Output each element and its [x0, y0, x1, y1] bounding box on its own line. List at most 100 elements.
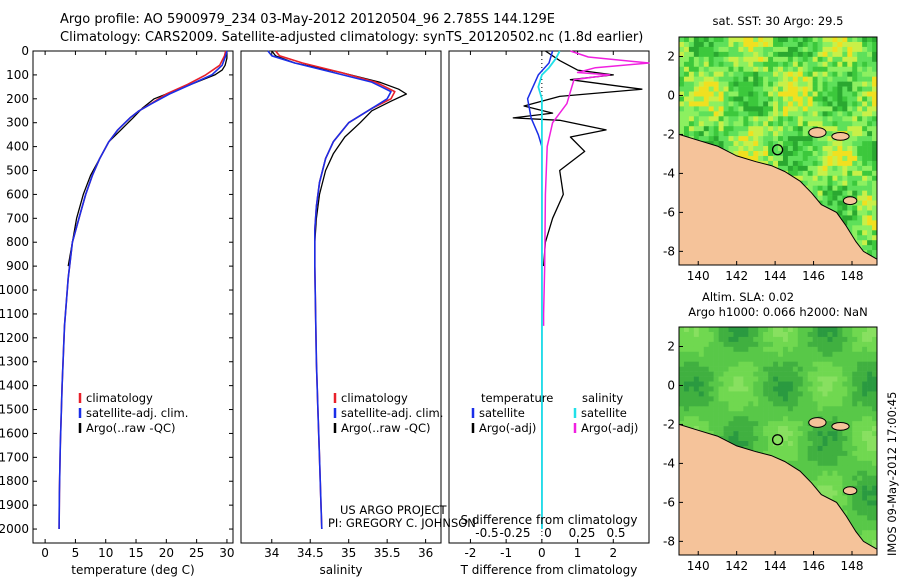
map-cell [812, 386, 818, 392]
map-cell [698, 331, 705, 338]
map-cell [683, 361, 690, 367]
map-cell [713, 351, 719, 358]
map-cell [768, 96, 774, 102]
map-cell [842, 445, 848, 452]
map-cell [683, 327, 690, 333]
map-cell [867, 151, 873, 157]
map-cell [827, 465, 833, 472]
map-cell [768, 421, 774, 427]
map-cell [723, 116, 729, 122]
map-cell [787, 327, 794, 333]
map-cell [743, 131, 749, 137]
map-field [679, 37, 877, 265]
map-cell [787, 91, 794, 97]
map-cell [867, 180, 873, 186]
map-cell [872, 351, 877, 358]
map-cell [718, 46, 724, 53]
map-cell [723, 61, 729, 68]
map-cell [807, 151, 813, 157]
map-cell [827, 56, 833, 63]
map-cell [817, 195, 823, 201]
map-cell [827, 41, 833, 48]
map-cell [847, 91, 853, 97]
map-cell [857, 376, 863, 382]
map-cell [698, 416, 705, 422]
map-cell [773, 436, 779, 442]
y-tick-label: -8 [663, 244, 675, 258]
map-cell [792, 460, 799, 467]
map-cell [679, 361, 685, 367]
map-cell [693, 351, 700, 358]
map-cell [837, 490, 843, 496]
map-cell [802, 361, 808, 367]
map-cell [683, 37, 690, 43]
y-tick-label: 1500 [0, 403, 29, 417]
map-cell [837, 376, 843, 382]
map-cell [733, 116, 739, 122]
map-cell [802, 111, 808, 117]
map-cell [679, 37, 685, 43]
map-cell [708, 66, 714, 72]
map-cell [872, 116, 877, 122]
map-cell [857, 515, 863, 521]
map-cell [822, 190, 828, 196]
map-cell [718, 376, 724, 382]
map-cell [723, 361, 729, 367]
map-cell [842, 41, 848, 48]
footer-pi: PI: GREGORY C. JOHNSON [328, 516, 476, 530]
map-cell [862, 136, 868, 142]
map-cell [679, 116, 685, 122]
map-cell [802, 441, 808, 447]
map-cell [842, 185, 848, 191]
map-cell [708, 406, 714, 412]
map-cell [827, 406, 833, 412]
map-cell [827, 76, 833, 82]
map-cell [872, 475, 877, 481]
map-cell [738, 91, 744, 97]
y-tick-label: 1700 [0, 450, 29, 464]
x-tick-label: 35 [341, 546, 356, 560]
map-cell [728, 121, 734, 127]
map-cell [822, 327, 828, 333]
map-cell [753, 141, 759, 147]
map-cell [847, 61, 853, 68]
map-cell [857, 240, 863, 246]
map-cell [862, 520, 868, 526]
map-cell [698, 76, 705, 82]
map-cell [708, 331, 714, 338]
map-cell [797, 41, 804, 48]
map-cell [753, 436, 759, 442]
map-cell [867, 66, 873, 72]
map-cell [867, 426, 873, 432]
map-cell [847, 480, 853, 486]
map-cell [723, 121, 729, 127]
map-cell [847, 421, 853, 427]
map-cell [872, 480, 877, 486]
map-cell [728, 56, 734, 63]
map-cell [748, 331, 754, 338]
map-cell [763, 76, 769, 82]
map-cell [847, 445, 853, 452]
map-cell [857, 235, 863, 241]
map-cell [832, 346, 838, 353]
x-tick-label: 5 [72, 546, 80, 560]
map-cell [842, 450, 848, 457]
map-cell [817, 41, 823, 48]
map-cell [872, 240, 877, 246]
map-cell [872, 71, 877, 77]
map-cell [862, 366, 868, 372]
map-cell [852, 351, 858, 358]
map-cell [837, 46, 843, 53]
map-cell [713, 327, 719, 333]
x-tick-label: 1 [574, 546, 582, 560]
map-cell [842, 455, 848, 462]
map-cell [857, 431, 863, 437]
map-cell [743, 441, 749, 447]
map-cell [872, 245, 877, 251]
map-cell [827, 96, 833, 102]
map-cell [862, 205, 868, 211]
map-cell [758, 56, 764, 63]
map-cell [693, 111, 700, 117]
map-cell [842, 141, 848, 147]
map-cell [753, 411, 759, 417]
